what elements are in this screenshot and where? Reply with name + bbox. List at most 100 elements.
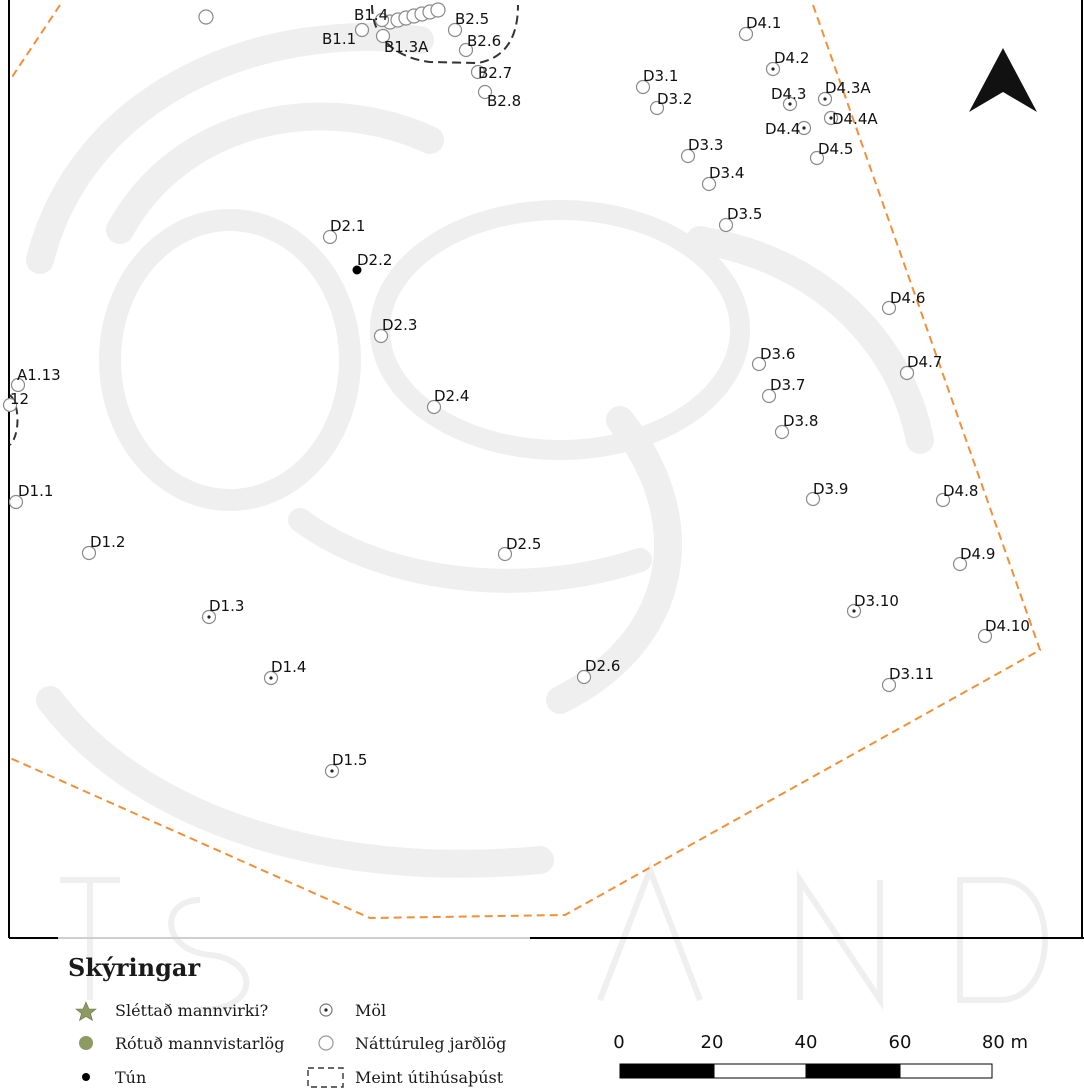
sample-point-d4-4a: D4.4A bbox=[823, 110, 878, 128]
point-label-d1-2: D1.2 bbox=[90, 533, 125, 551]
natturuleg-marker bbox=[635, 79, 651, 95]
sample-point-d4-10: D4.10 bbox=[977, 617, 1030, 644]
natturuleg-marker bbox=[373, 328, 389, 344]
natturuleg-marker bbox=[470, 64, 486, 80]
natturuleg-marker bbox=[881, 300, 897, 316]
sample-point-d1-1: D1.1 bbox=[8, 482, 53, 510]
sample-point-b1-3a: B1.3A bbox=[375, 28, 429, 56]
sample-points: B1.1 B1.3A B1.4 B2.5 B2.6 B2.7 B2.8 D1.1 D1.2 D1.… bbox=[2, 6, 1030, 779]
sample-point-d3-3: D3.3 bbox=[680, 136, 723, 164]
natturuleg-marker bbox=[322, 229, 338, 245]
sample-point-b2-7: B2.7 bbox=[470, 64, 512, 82]
point-label-d2-3: D2.3 bbox=[382, 316, 417, 334]
natturuleg-marker bbox=[977, 628, 993, 644]
point-label-d4-4: D4.4 bbox=[765, 120, 800, 138]
point-label-d4-10: D4.10 bbox=[985, 617, 1030, 635]
point-label-b2-6: B2.6 bbox=[467, 32, 501, 50]
sample-point-b1-4: B1.4 bbox=[354, 6, 390, 28]
natturuleg-marker bbox=[576, 669, 592, 685]
legend-label-mol: Möl bbox=[355, 1001, 386, 1020]
natturuleg-marker bbox=[701, 176, 717, 192]
natturuleg-marker bbox=[718, 217, 734, 233]
point-label-d4-9: D4.9 bbox=[960, 545, 995, 563]
sample-point-d3-6: D3.6 bbox=[751, 345, 795, 372]
sample-point-d2-4: D2.4 bbox=[426, 387, 469, 415]
point-label-d3-6: D3.6 bbox=[760, 345, 795, 363]
natturuleg-marker bbox=[751, 356, 767, 372]
sample-point-d3-5: D3.5 bbox=[718, 205, 762, 233]
watermark bbox=[26, 23, 934, 878]
scale-tick-0: 0 bbox=[613, 1032, 624, 1053]
open-circle-icon bbox=[318, 1035, 334, 1051]
sample-point-b1-1: B1.1 bbox=[322, 22, 370, 48]
point-label-b1-1: B1.1 bbox=[322, 30, 356, 48]
sample-point-d1-2: D1.2 bbox=[81, 533, 125, 561]
natturuleg-marker bbox=[881, 677, 897, 693]
natturuleg-marker bbox=[935, 492, 951, 508]
marker-b1-cut bbox=[198, 9, 214, 25]
natturuleg-marker bbox=[761, 388, 777, 404]
natturuleg-marker bbox=[809, 150, 825, 166]
point-label-d2-4: D2.4 bbox=[434, 387, 469, 405]
point-label-d4-8: D4.8 bbox=[943, 482, 978, 500]
dashed-box-icon bbox=[307, 1067, 344, 1088]
legend-title: Skýringar bbox=[68, 953, 200, 982]
sample-point-d3-11: D3.11 bbox=[881, 665, 934, 693]
sample-point-d3-7: D3.7 bbox=[761, 376, 805, 404]
marker-cluster-b14 bbox=[382, 2, 446, 30]
point-label-d2-6: D2.6 bbox=[585, 657, 620, 675]
point-label-d4-3: D4.3 bbox=[771, 85, 806, 103]
natturuleg-marker bbox=[374, 12, 390, 28]
mol-marker-dot bbox=[823, 97, 827, 101]
north-arrow-icon bbox=[969, 48, 1037, 112]
natturuleg-marker bbox=[458, 42, 474, 58]
natturuleg-marker bbox=[952, 556, 968, 572]
point-label-12: 12 bbox=[10, 390, 29, 408]
sample-point-d2-2: D2.2 bbox=[352, 251, 392, 275]
sample-point-a1-13: A1.13 bbox=[10, 366, 61, 393]
sample-point-d4-5: D4.5 bbox=[809, 140, 853, 166]
star-icon bbox=[75, 1001, 97, 1022]
sample-point-d4-2: D4.2 bbox=[765, 49, 809, 77]
natturuleg-marker bbox=[354, 22, 370, 38]
mol-marker-dot bbox=[788, 102, 792, 106]
point-label-d4-1: D4.1 bbox=[746, 14, 781, 32]
point-label-d2-5: D2.5 bbox=[506, 535, 541, 553]
sample-point-d3-1: D3.1 bbox=[635, 67, 678, 95]
point-label-d3-9: D3.9 bbox=[813, 480, 848, 498]
natturuleg-marker bbox=[497, 546, 513, 562]
point-label-d4-3a: D4.3A bbox=[825, 79, 871, 97]
sample-point-12: 12 bbox=[2, 390, 29, 413]
sample-point-d3-9: D3.9 bbox=[805, 480, 848, 507]
sample-point-d3-4: D3.4 bbox=[701, 164, 744, 192]
sample-point-d1-3: D1.3 bbox=[201, 597, 244, 625]
point-label-d3-3: D3.3 bbox=[688, 136, 723, 154]
sample-point-d4-1: D4.1 bbox=[738, 14, 781, 42]
natturuleg-marker bbox=[375, 28, 391, 44]
scale-segment-2 bbox=[713, 1063, 807, 1079]
point-label-b1-3a: B1.3A bbox=[384, 38, 429, 56]
sample-point-d1-5: D1.5 bbox=[324, 751, 367, 779]
small-dot-icon bbox=[82, 1073, 90, 1081]
sample-point-d2-6: D2.6 bbox=[576, 657, 620, 685]
point-label-d3-7: D3.7 bbox=[770, 376, 805, 394]
point-label-d2-1: D2.1 bbox=[330, 217, 365, 235]
natturuleg-marker bbox=[899, 365, 915, 381]
natturuleg-marker bbox=[649, 100, 665, 116]
sample-point-d4-6: D4.6 bbox=[881, 289, 925, 316]
legend-label-meint: Meint útihúsaþúst bbox=[355, 1068, 504, 1087]
sample-point-b2-6: B2.6 bbox=[458, 32, 501, 58]
point-label-b2-8: B2.8 bbox=[487, 92, 521, 110]
legend: Skýringar Sléttað mannvirki? Rótuð mannv… bbox=[68, 953, 506, 1088]
legend-label-natturuleg: Náttúruleg jarðlög bbox=[355, 1034, 506, 1053]
point-label-b1-4: B1.4 bbox=[354, 6, 388, 24]
scale-bar: 0 20 40 60 80 m bbox=[613, 1032, 1028, 1079]
scale-tick-20: 20 bbox=[701, 1032, 724, 1053]
sample-point-d4-3: D4.3 bbox=[771, 85, 806, 112]
point-label-d3-4: D3.4 bbox=[709, 164, 744, 182]
legend-label-slettad: Sléttað mannvirki? bbox=[115, 1001, 268, 1020]
natturuleg-marker bbox=[10, 377, 26, 393]
sample-point-b2-5: B2.5 bbox=[447, 10, 489, 38]
natturuleg-marker bbox=[426, 399, 442, 415]
